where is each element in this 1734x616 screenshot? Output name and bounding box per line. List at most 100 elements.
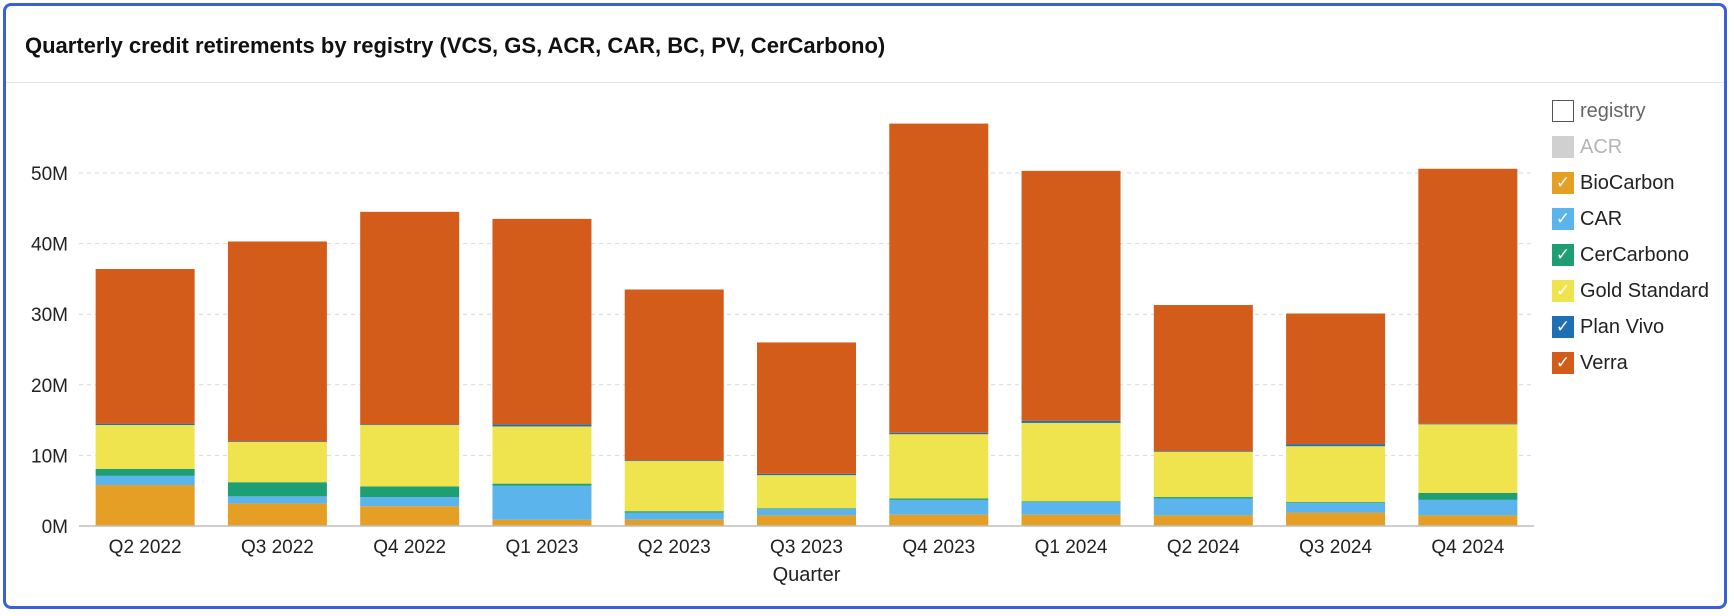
- legend-label-gold-standard: Gold Standard: [1580, 279, 1709, 302]
- bar-segment: [1286, 502, 1386, 513]
- x-axis-title: Quarter: [773, 564, 841, 586]
- bar-segment: [624, 460, 724, 462]
- legend-item-biocarbon[interactable]: ✓ BioCarbon: [1552, 169, 1675, 197]
- bar-segment: [624, 519, 724, 526]
- bar-segment: [889, 499, 989, 515]
- legend-item-plan-vivo[interactable]: ✓ Plan Vivo: [1552, 313, 1664, 341]
- bar-segment: [1418, 423, 1518, 425]
- bar-segment: [1153, 305, 1253, 452]
- x-tick-label: Q2 2022: [109, 537, 182, 558]
- x-tick-label: Q4 2023: [902, 537, 975, 558]
- x-tick-label: Q3 2023: [770, 537, 843, 558]
- bar-segment: [757, 508, 856, 510]
- bar-segment: [492, 426, 592, 484]
- legend-label-biocarbon: BioCarbon: [1580, 171, 1675, 194]
- bar-segment: [95, 425, 195, 469]
- bar-segment: [360, 497, 460, 507]
- legend-label-plan-vivo: Plan Vivo: [1580, 315, 1665, 338]
- bar-segment: [1286, 512, 1386, 526]
- bar-segment: [95, 423, 195, 426]
- x-tick-label: Q2 2023: [638, 537, 711, 558]
- bar-segment: [1153, 515, 1253, 526]
- bar-segment: [227, 241, 327, 442]
- bar-segment: [360, 486, 460, 498]
- x-tick-label: Q3 2022: [241, 537, 314, 558]
- y-tick-label: 20M: [31, 376, 68, 397]
- bar-segment: [889, 514, 989, 526]
- bar-segment: [95, 485, 195, 526]
- bar-segment: [1418, 424, 1518, 493]
- bar-segment: [492, 485, 592, 520]
- legend-label-cercarbono: CerCarbono: [1580, 243, 1689, 266]
- bar-segment: [360, 211, 460, 425]
- legend-item-acr[interactable]: ACR: [1552, 133, 1622, 161]
- legend-check-biocarbon[interactable]: ✓: [1552, 172, 1574, 194]
- y-tick-label: 10M: [31, 446, 68, 467]
- legend-header-checkbox[interactable]: [1552, 100, 1574, 122]
- bar-segment: [1021, 501, 1121, 502]
- bar-segment: [624, 289, 724, 461]
- bar-segment: [1153, 451, 1253, 452]
- chart-card: Quarterly credit retirements by registry…: [3, 3, 1727, 609]
- bar-segment: [227, 496, 327, 504]
- bar-segment: [227, 482, 327, 497]
- bar-segment: [1021, 422, 1121, 502]
- legend-check-plan-vivo[interactable]: ✓: [1552, 316, 1574, 338]
- bar-segment: [1021, 514, 1121, 526]
- bar-segment: [492, 218, 592, 425]
- bar-segment: [757, 473, 856, 476]
- x-tick-label: Q4 2024: [1431, 537, 1504, 558]
- legend-check-cercarbono[interactable]: ✓: [1552, 244, 1574, 266]
- y-tick-label: 30M: [31, 305, 68, 326]
- bar-segment: [1286, 444, 1386, 447]
- bar-segment: [1286, 313, 1386, 445]
- chart-header: Quarterly credit retirements by registry…: [6, 6, 1724, 83]
- legend-item-gold-standard[interactable]: ✓ Gold Standard: [1552, 277, 1709, 305]
- bar-segment: [1153, 497, 1253, 499]
- bar-segment: [889, 434, 989, 499]
- bar-segment: [492, 519, 592, 526]
- bar-segment: [1153, 498, 1253, 516]
- bar-segment: [757, 475, 856, 509]
- bar-segment: [492, 483, 592, 486]
- bar-segment: [1021, 170, 1121, 421]
- bar-segment: [1021, 501, 1121, 515]
- bar-segment: [227, 441, 327, 442]
- legend-check-car[interactable]: ✓: [1552, 208, 1574, 230]
- y-tick-label: 50M: [31, 164, 68, 185]
- x-tick-label: Q4 2022: [373, 537, 446, 558]
- bar-segment: [1286, 501, 1386, 503]
- stacked-bar-chart: 0M 10M 20M 30M 40M 50M Q2 2022 Q3 2022 Q4 2022 Q1…: [31, 123, 1534, 586]
- bar-segment: [95, 269, 195, 424]
- bar-segment: [757, 515, 856, 526]
- x-tick-label: Q1 2024: [1035, 537, 1108, 558]
- x-tick-label: Q1 2023: [506, 537, 579, 558]
- y-tick-label: 40M: [31, 235, 68, 256]
- legend-label-verra: Verra: [1580, 351, 1628, 374]
- bar-segment: [1286, 446, 1386, 502]
- legend-item-car[interactable]: ✓ CAR: [1552, 205, 1622, 233]
- legend-label-car: CAR: [1580, 207, 1623, 230]
- bar-segment: [624, 461, 724, 512]
- bar-segment: [624, 511, 724, 513]
- legend-item-cercarbono[interactable]: ✓ CerCarbono: [1552, 241, 1689, 269]
- bar-segment: [757, 509, 856, 516]
- bar-segment: [360, 425, 460, 487]
- legend-item-verra[interactable]: ✓ Verra: [1552, 349, 1628, 377]
- legend-header-label: registry: [1580, 99, 1646, 122]
- bar-segment: [227, 441, 327, 483]
- legend-check-verra[interactable]: ✓: [1552, 352, 1574, 374]
- bar-segment: [889, 123, 989, 433]
- bar-segment: [889, 498, 989, 500]
- legend-check-gold-standard[interactable]: ✓: [1552, 280, 1574, 302]
- y-tick-label: 0M: [42, 517, 68, 538]
- chart-title: Quarterly credit retirements by registry…: [25, 33, 886, 58]
- bar-segment: [1021, 420, 1121, 423]
- bar-segment: [95, 475, 195, 486]
- legend-swatch-acr[interactable]: [1552, 136, 1574, 158]
- bar-segment: [1418, 499, 1518, 516]
- bar-segment: [889, 432, 989, 435]
- legend-header[interactable]: registry: [1552, 97, 1646, 125]
- bar-segment: [360, 424, 460, 426]
- legend-label-acr: ACR: [1580, 135, 1623, 158]
